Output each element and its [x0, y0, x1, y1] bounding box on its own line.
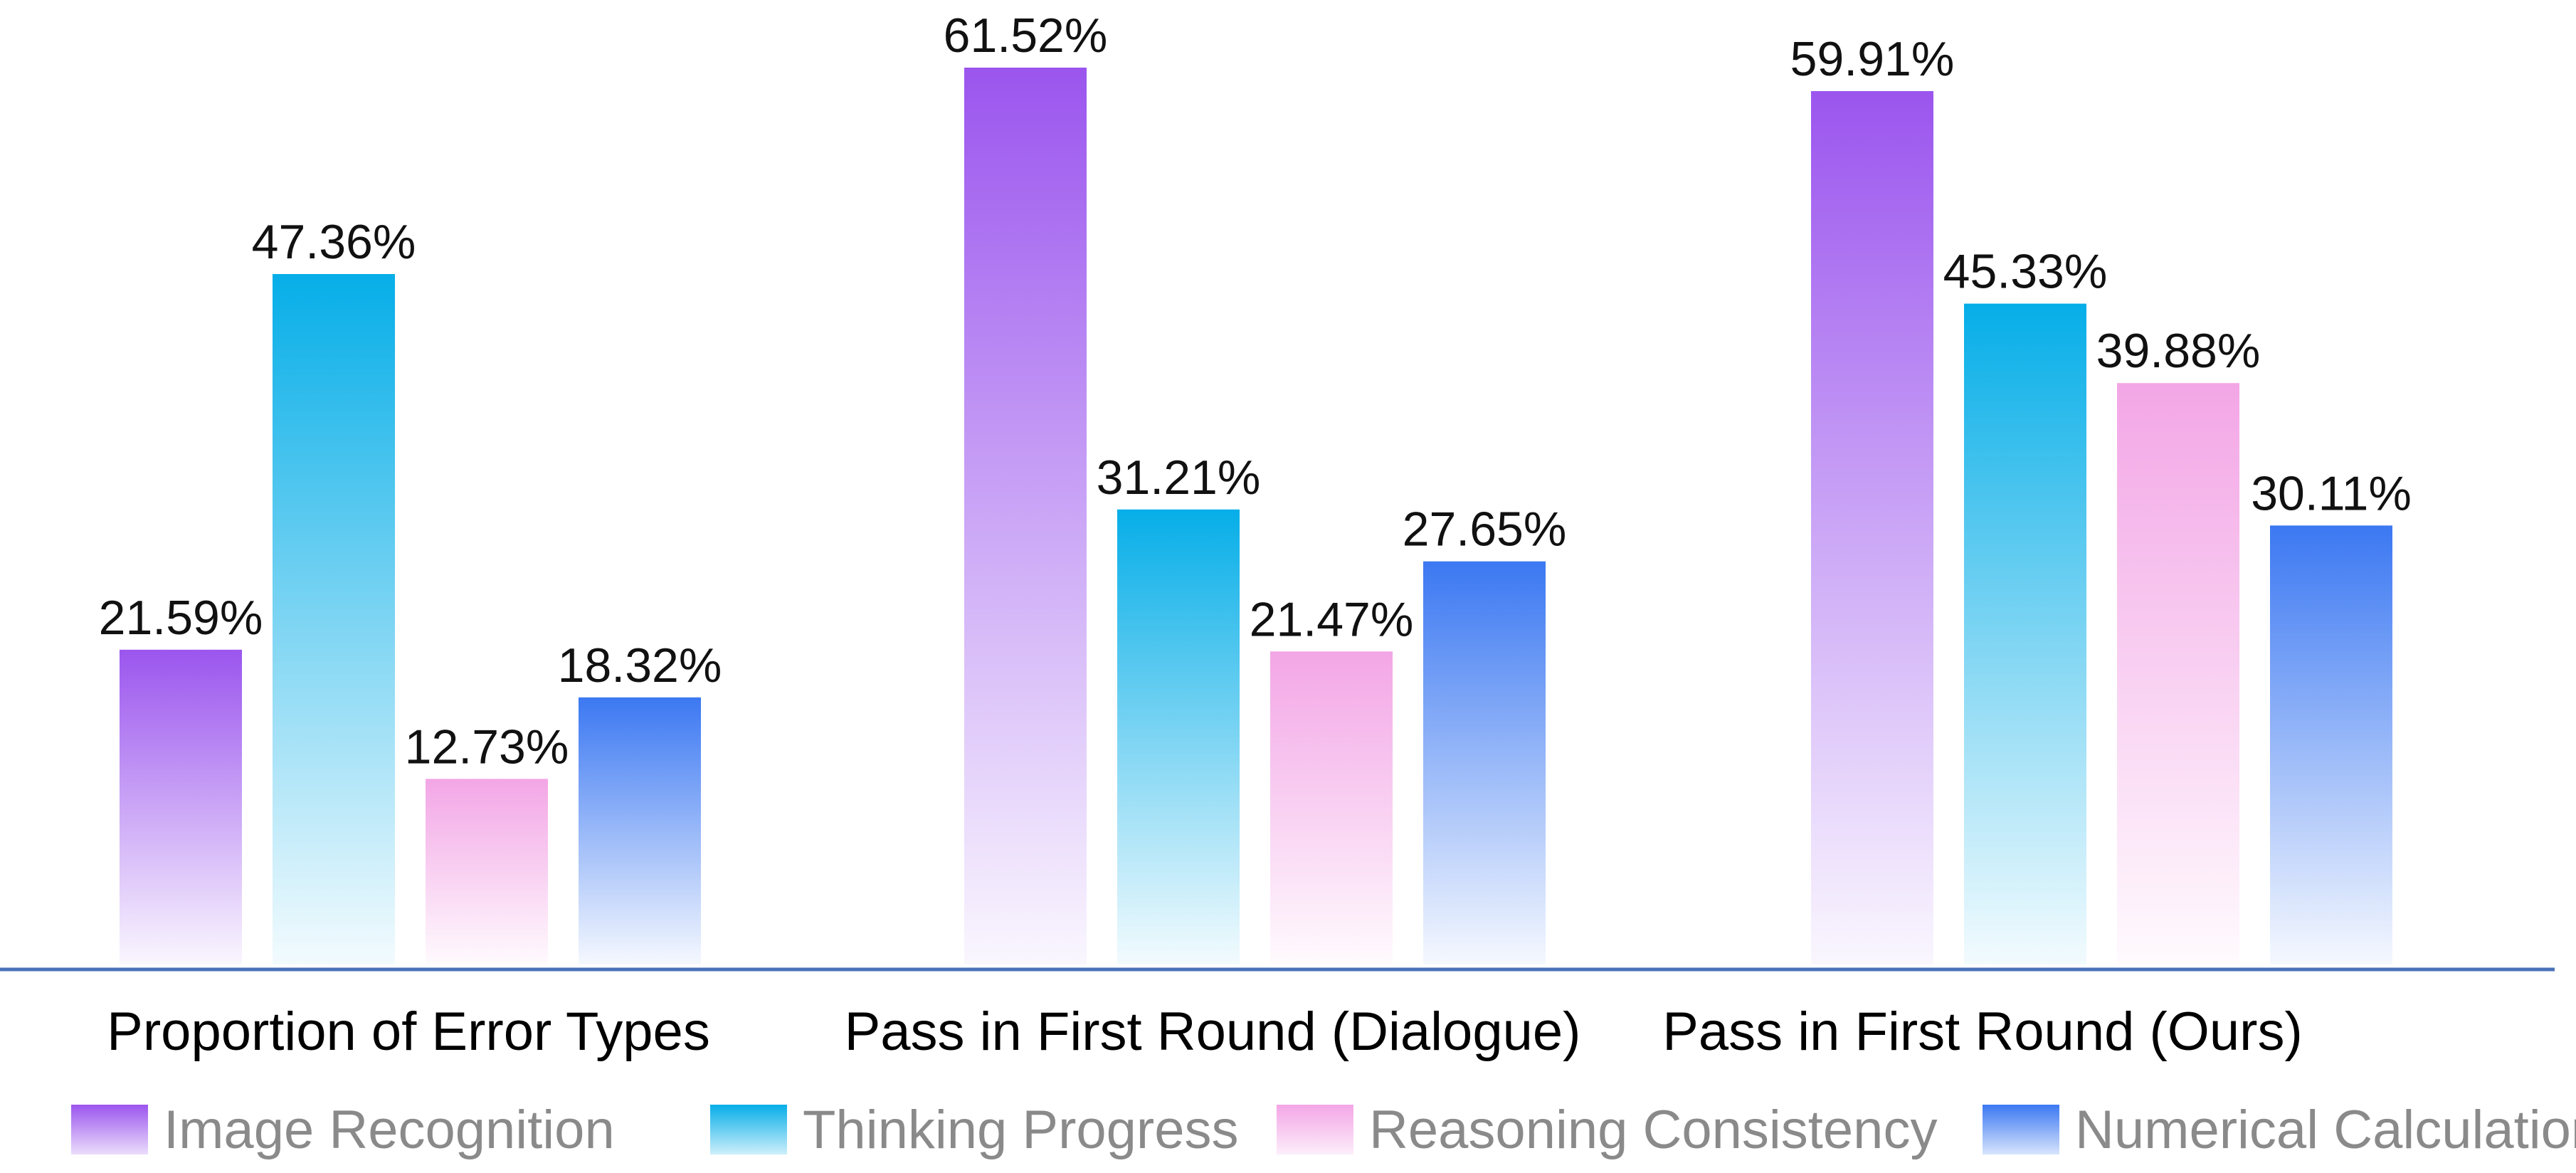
- value-label-numerical-calculation-2: 27.65%: [1403, 503, 1567, 557]
- legend-item-numerical-calculation: Numerical Calculation: [1983, 1100, 2576, 1160]
- value-label-numerical-calculation-1: 18.32%: [558, 638, 722, 693]
- value-label-numerical-calculation-3: 30.11%: [2251, 466, 2412, 520]
- bar-thinking-progress-3: [1964, 303, 2086, 964]
- legend-label-numerical-calculation: Numerical Calculation: [2075, 1100, 2576, 1160]
- bar-numerical-calculation-2: [1423, 561, 1546, 964]
- bar-thinking-progress-2: [1117, 509, 1240, 964]
- value-label-thinking-progress-3: 45.33%: [1943, 245, 2108, 299]
- legend-swatch-thinking-progress: [710, 1105, 787, 1154]
- legend-item-reasoning-consistency: Reasoning Consistency: [1277, 1100, 1937, 1160]
- legend-swatch-numerical-calculation: [1983, 1105, 2059, 1154]
- value-label-reasoning-consistency-2: 21.47%: [1250, 592, 1414, 646]
- value-label-reasoning-consistency-1: 12.73%: [405, 720, 569, 774]
- legend-item-image-recognition: Image Recognition: [71, 1100, 615, 1160]
- legend-swatch-image-recognition: [71, 1105, 148, 1154]
- category-labels-layer: Proportion of Error Types Pass in First R…: [107, 1001, 2303, 1062]
- legend: Image Recognition Thinking Progress Reason…: [71, 1100, 2576, 1160]
- legend-label-reasoning-consistency: Reasoning Consistency: [1369, 1100, 1937, 1160]
- legend-swatch-reasoning-consistency: [1277, 1105, 1353, 1154]
- category-label-3: Pass in First Round (Ours): [1662, 1001, 2303, 1062]
- bar-reasoning-consistency-3: [2117, 383, 2239, 964]
- bar-reasoning-consistency-2: [1270, 651, 1393, 964]
- value-label-thinking-progress-2: 31.21%: [1097, 451, 1261, 505]
- bar-numerical-calculation-3: [2270, 525, 2392, 964]
- bars-layer: [120, 68, 2392, 965]
- bar-reasoning-consistency-1: [426, 779, 548, 964]
- bar-image-recognition-1: [120, 649, 242, 964]
- category-label-1: Proportion of Error Types: [107, 1001, 710, 1062]
- category-label-2: Pass in First Round (Dialogue): [845, 1001, 1581, 1062]
- bar-image-recognition-2: [964, 68, 1087, 964]
- value-label-reasoning-consistency-3: 39.88%: [2096, 324, 2261, 378]
- value-label-image-recognition-1: 21.59%: [99, 591, 263, 645]
- legend-item-thinking-progress: Thinking Progress: [710, 1100, 1239, 1160]
- value-label-thinking-progress-1: 47.36%: [252, 215, 416, 269]
- bar-thinking-progress-1: [273, 274, 395, 964]
- legend-label-thinking-progress: Thinking Progress: [803, 1100, 1239, 1160]
- value-label-image-recognition-3: 59.91%: [1790, 32, 1955, 86]
- value-labels-layer: 21.59% 47.36% 12.73% 18.32% 61.52% 31.21% 21.4…: [99, 9, 2412, 774]
- legend-label-image-recognition: Image Recognition: [164, 1100, 615, 1160]
- bar-numerical-calculation-1: [579, 697, 701, 964]
- value-label-image-recognition-2: 61.52%: [944, 9, 1108, 63]
- bar-image-recognition-3: [1811, 90, 1933, 965]
